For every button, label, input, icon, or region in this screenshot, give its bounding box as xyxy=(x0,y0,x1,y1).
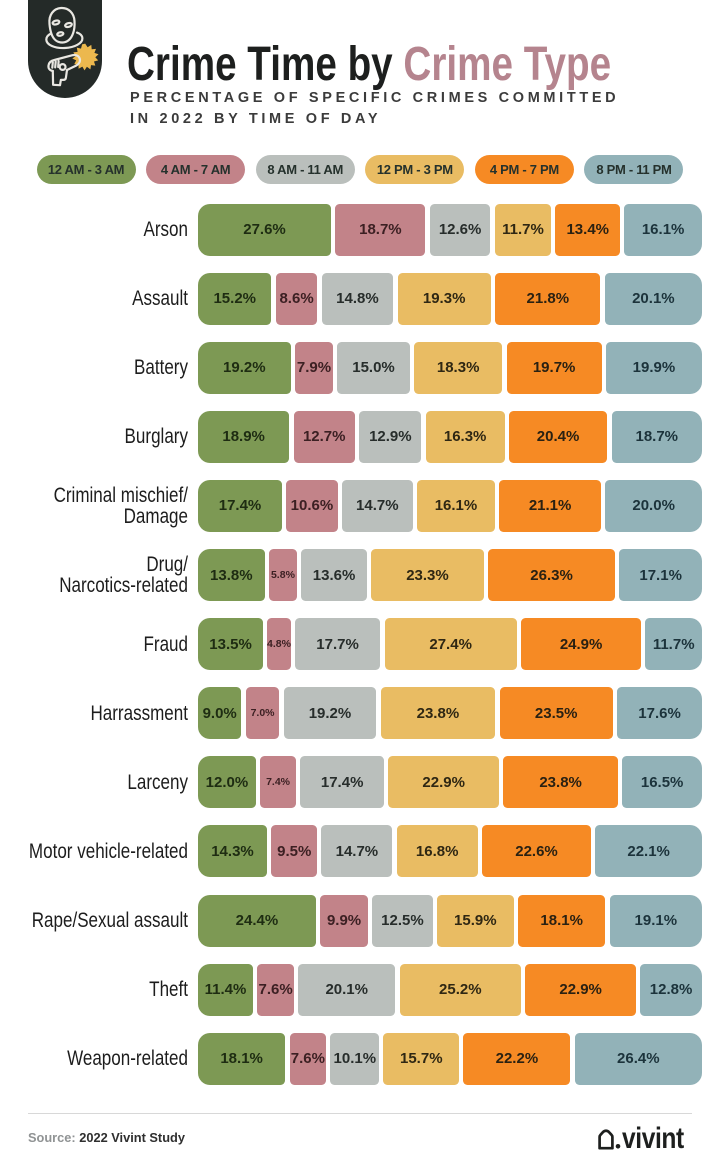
svg-text:vivint: vivint xyxy=(622,1124,684,1150)
